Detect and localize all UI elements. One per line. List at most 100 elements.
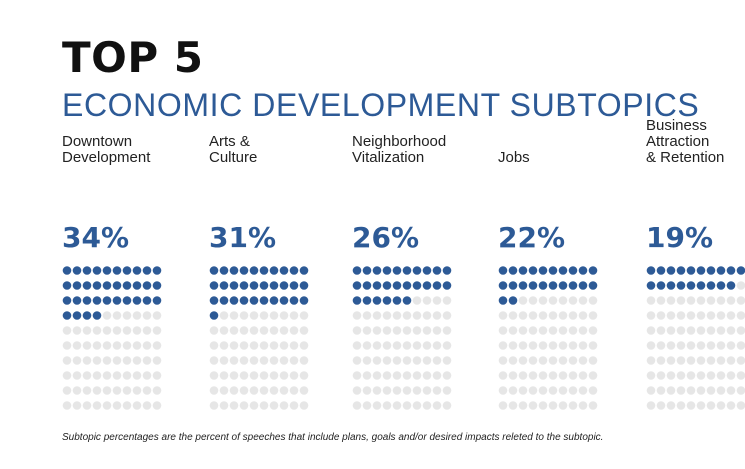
- waffle-dot-empty: [518, 356, 528, 365]
- waffle-dots: [352, 266, 452, 410]
- waffle-dots: [62, 266, 162, 410]
- waffle-dot-empty: [696, 326, 706, 335]
- waffle-dot-empty: [588, 356, 598, 365]
- waffle-dot-empty: [102, 401, 112, 410]
- waffle-dot-filled: [219, 296, 229, 305]
- waffle-dot-empty: [726, 386, 736, 395]
- waffle-dot-empty: [676, 311, 686, 320]
- waffle-dot-filled: [259, 296, 269, 305]
- waffle-dot-filled: [666, 281, 676, 290]
- waffle-dot-empty: [716, 401, 726, 410]
- waffle-dot-empty: [666, 371, 676, 380]
- waffle-dot-empty: [132, 311, 142, 320]
- subtopic-label: Jobs: [498, 149, 530, 166]
- waffle-dot-empty: [726, 341, 736, 350]
- waffle-dot-empty: [508, 326, 518, 335]
- waffle-dot-empty: [422, 371, 432, 380]
- waffle-dot-filled: [269, 266, 279, 275]
- waffle-dot-empty: [249, 386, 259, 395]
- waffle-dot-filled: [412, 281, 422, 290]
- waffle-dot-empty: [578, 296, 588, 305]
- waffle-dot-empty: [538, 311, 548, 320]
- waffle-dot-empty: [249, 326, 259, 335]
- waffle-dot-filled: [239, 296, 249, 305]
- waffle-dot-empty: [696, 296, 706, 305]
- waffle-dot-filled: [92, 266, 102, 275]
- waffle-dot-empty: [736, 326, 745, 335]
- waffle-dot-empty: [142, 386, 152, 395]
- waffle-dot-empty: [412, 311, 422, 320]
- waffle-dot-empty: [372, 356, 382, 365]
- waffle-dot-empty: [62, 401, 72, 410]
- waffle-dot-filled: [558, 281, 568, 290]
- waffle-dot-filled: [102, 266, 112, 275]
- waffle-dot-empty: [716, 296, 726, 305]
- waffle-dot-empty: [269, 371, 279, 380]
- waffle-dot-empty: [152, 371, 162, 380]
- waffle-dot-empty: [229, 401, 239, 410]
- waffle-dot-empty: [352, 326, 362, 335]
- waffle-dot-filled: [392, 281, 402, 290]
- waffle-dot-filled: [72, 311, 82, 320]
- waffle-dot-filled: [152, 296, 162, 305]
- waffle-dot-empty: [112, 341, 122, 350]
- waffle-dot-empty: [518, 296, 528, 305]
- waffle-dot-empty: [706, 386, 716, 395]
- waffle-dot-empty: [538, 296, 548, 305]
- waffle-dot-filled: [382, 266, 392, 275]
- waffle-dot-empty: [229, 326, 239, 335]
- waffle-dot-empty: [209, 371, 219, 380]
- waffle-dot-empty: [122, 326, 132, 335]
- waffle-dot-empty: [352, 311, 362, 320]
- waffle-dot-empty: [269, 341, 279, 350]
- waffle-dot-empty: [112, 401, 122, 410]
- waffle-dot-empty: [362, 356, 372, 365]
- waffle-dot-empty: [82, 371, 92, 380]
- waffle-dot-empty: [666, 326, 676, 335]
- waffle-dot-empty: [112, 326, 122, 335]
- waffle-dot-empty: [498, 371, 508, 380]
- waffle-dot-filled: [646, 281, 656, 290]
- waffle-dot-empty: [142, 326, 152, 335]
- waffle-dot-empty: [239, 356, 249, 365]
- waffle-dot-empty: [352, 341, 362, 350]
- waffle-dot-empty: [269, 356, 279, 365]
- waffle-dot-empty: [676, 356, 686, 365]
- waffle-dot-empty: [578, 341, 588, 350]
- waffle-dot-empty: [72, 371, 82, 380]
- waffle-dot-filled: [279, 296, 289, 305]
- waffle-dot-filled: [372, 281, 382, 290]
- waffle-dot-empty: [538, 356, 548, 365]
- waffle-dot-empty: [666, 356, 676, 365]
- waffle-dot-empty: [382, 326, 392, 335]
- waffle-dot-empty: [442, 356, 452, 365]
- waffle-dot-empty: [62, 326, 72, 335]
- waffle-dot-empty: [102, 386, 112, 395]
- waffle-dot-empty: [726, 401, 736, 410]
- waffle-dot-empty: [362, 386, 372, 395]
- waffle-dot-filled: [372, 266, 382, 275]
- waffle-dot-filled: [402, 266, 412, 275]
- waffle-dot-empty: [726, 326, 736, 335]
- subtopic-percentage: 31%: [209, 221, 277, 254]
- waffle-dot-empty: [122, 311, 132, 320]
- waffle-dot-filled: [498, 266, 508, 275]
- waffle-dot-empty: [588, 401, 598, 410]
- waffle-dot-empty: [382, 341, 392, 350]
- waffle-dot-empty: [362, 311, 372, 320]
- waffle-dot-empty: [102, 371, 112, 380]
- waffle-dot-empty: [548, 386, 558, 395]
- waffle-dot-filled: [82, 281, 92, 290]
- waffle-dot-empty: [726, 371, 736, 380]
- waffle-dot-empty: [102, 341, 112, 350]
- waffle-dot-filled: [299, 281, 309, 290]
- waffle-dot-empty: [676, 326, 686, 335]
- waffle-dot-filled: [558, 266, 568, 275]
- waffle-dot-empty: [259, 356, 269, 365]
- waffle-dot-empty: [239, 371, 249, 380]
- waffle-dot-empty: [219, 326, 229, 335]
- waffle-dot-empty: [229, 371, 239, 380]
- waffle-dot-empty: [392, 341, 402, 350]
- waffle-dot-empty: [686, 341, 696, 350]
- waffle-dot-empty: [112, 311, 122, 320]
